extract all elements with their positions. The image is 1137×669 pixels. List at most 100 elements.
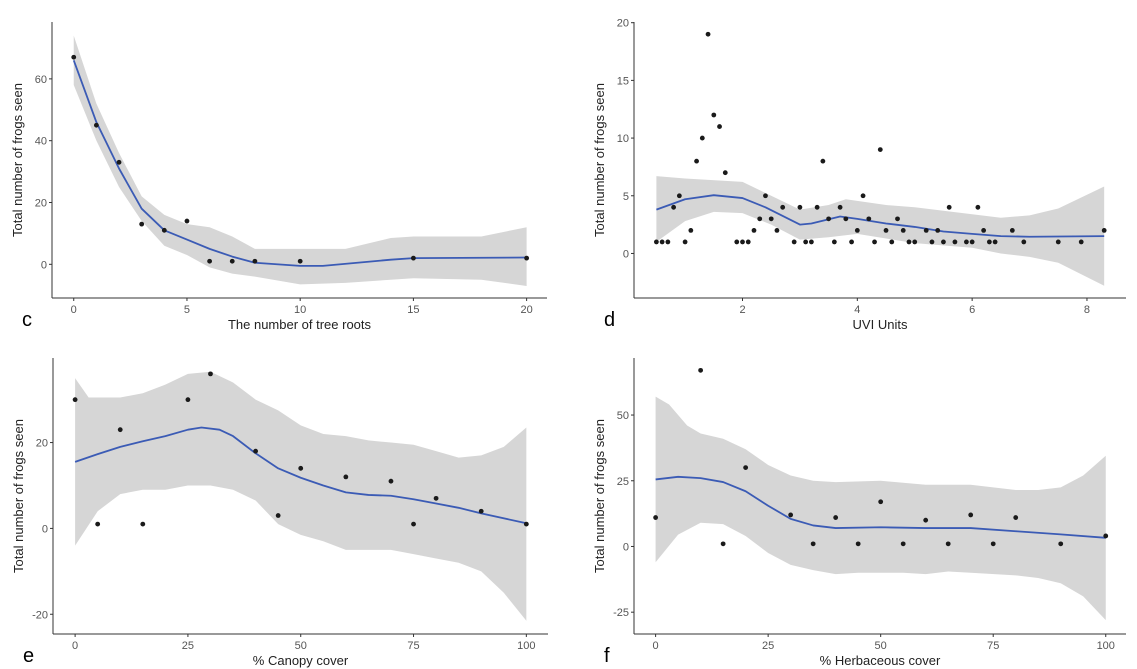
y-tick-label: 20 xyxy=(36,438,48,450)
x-axis-title: UVI Units xyxy=(853,317,908,332)
x-tick-label: 0 xyxy=(653,640,659,652)
data-point xyxy=(788,512,794,518)
panel-label: d xyxy=(604,309,615,331)
data-point xyxy=(343,474,349,480)
data-point xyxy=(964,239,969,245)
data-point xyxy=(803,239,809,245)
data-point xyxy=(946,204,952,210)
data-point xyxy=(410,255,416,261)
data-point xyxy=(814,204,820,210)
data-point xyxy=(774,227,780,233)
data-point xyxy=(140,521,146,527)
y-axis-title: Total number of frogs seen xyxy=(592,419,607,573)
data-point xyxy=(889,239,895,245)
x-tick-label: 25 xyxy=(762,640,774,652)
panel-label: f xyxy=(604,645,610,667)
x-tick-label: 75 xyxy=(987,640,999,652)
data-point xyxy=(945,541,951,547)
data-point xyxy=(990,541,996,547)
data-point xyxy=(524,255,530,261)
y-axis-title: Total number of frogs seen xyxy=(10,83,25,237)
y-tick-label: -25 xyxy=(613,607,629,619)
data-point xyxy=(653,239,659,245)
data-point xyxy=(968,512,974,518)
data-point xyxy=(275,513,281,518)
x-tick-label: 25 xyxy=(182,640,194,652)
confidence-band xyxy=(73,35,527,286)
data-point xyxy=(665,239,671,245)
data-point xyxy=(117,427,123,433)
y-tick-label: 20 xyxy=(35,197,47,209)
smooth-line xyxy=(656,194,1105,238)
data-point xyxy=(923,517,929,523)
data-point xyxy=(923,227,929,233)
data-point xyxy=(1103,533,1109,539)
data-point xyxy=(975,204,981,210)
smooth-line xyxy=(655,475,1106,539)
x-tick-label: 15 xyxy=(407,304,419,316)
data-point xyxy=(388,478,394,484)
data-point xyxy=(981,227,987,233)
y-tick-label: 0 xyxy=(623,248,629,260)
data-point xyxy=(659,239,665,245)
data-point xyxy=(411,521,416,527)
data-point xyxy=(791,239,797,245)
data-point xyxy=(751,227,757,233)
data-point xyxy=(688,227,694,233)
panel-label: c xyxy=(22,309,32,331)
data-point xyxy=(826,216,832,222)
data-point xyxy=(208,371,213,377)
data-point xyxy=(694,158,699,164)
data-point xyxy=(900,227,906,233)
y-tick-label: 10 xyxy=(617,133,629,145)
x-tick-label: 8 xyxy=(1084,304,1090,316)
data-point xyxy=(1021,239,1027,245)
y-tick-label: 0 xyxy=(623,541,629,553)
data-point xyxy=(184,218,190,224)
x-tick-label: 0 xyxy=(71,304,77,316)
data-point xyxy=(820,158,826,164)
x-tick-label: 0 xyxy=(72,640,78,652)
y-tick-label: -20 xyxy=(32,609,48,621)
data-point xyxy=(906,239,912,245)
y-tick-label: 60 xyxy=(35,74,47,86)
data-point xyxy=(1058,541,1064,547)
x-tick-label: 100 xyxy=(517,640,535,652)
data-point xyxy=(768,216,774,222)
data-point xyxy=(883,227,889,233)
y-tick-label: 0 xyxy=(42,523,48,535)
y-axis-title: Total number of frogs seen xyxy=(11,419,26,573)
data-point xyxy=(139,221,145,227)
data-point xyxy=(705,31,711,37)
data-point xyxy=(734,239,740,245)
x-tick-label: 6 xyxy=(969,304,975,316)
data-point xyxy=(854,227,860,233)
x-axis-title: % Canopy cover xyxy=(253,653,349,668)
data-point xyxy=(837,204,843,210)
x-tick-label: 75 xyxy=(407,640,419,652)
data-point xyxy=(1078,239,1084,245)
data-point xyxy=(780,204,786,210)
panel-e: 0 25 50 75 100 -20 0 20 % Canopy cover Total numb… xyxy=(11,358,548,668)
y-tick-label: 15 xyxy=(617,75,629,87)
y-tick-label: 25 xyxy=(617,476,629,488)
data-point xyxy=(699,135,705,141)
data-point xyxy=(843,216,849,222)
panel-d: 2 4 6 8 0 5 10 15 20 UVI Units Total number of fro… xyxy=(592,18,1126,332)
x-tick-label: 5 xyxy=(184,304,190,316)
data-point xyxy=(895,216,900,222)
data-point xyxy=(298,465,304,471)
data-point xyxy=(929,239,935,245)
x-tick-label: 50 xyxy=(295,640,307,652)
data-point xyxy=(1013,515,1019,520)
data-point xyxy=(1101,227,1107,233)
confidence-band xyxy=(75,371,527,621)
data-point xyxy=(745,239,751,245)
data-point xyxy=(833,515,839,520)
data-point xyxy=(952,239,958,245)
y-tick-label: 50 xyxy=(617,410,629,422)
x-tick-label: 4 xyxy=(854,304,860,316)
data-point xyxy=(71,54,77,60)
